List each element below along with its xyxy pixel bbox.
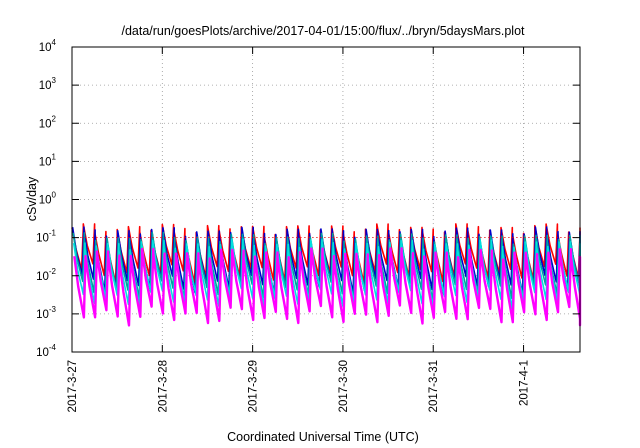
y-tick-label: 100	[39, 191, 57, 207]
x-tick-label: 2017-4-1	[519, 360, 531, 406]
y-tick-label: 102	[39, 114, 57, 130]
x-tick-label: 2017-3-30	[338, 360, 350, 412]
y-tick-label: 103	[39, 76, 57, 92]
x-tick-label: 2017-3-28	[157, 360, 169, 412]
y-tick-label: 10-1	[36, 229, 56, 245]
y-tick-label: 101	[39, 152, 57, 168]
series-lines	[71, 223, 582, 327]
x-tick-label: 2017-3-27	[67, 360, 79, 412]
y-tick-label: 10-4	[36, 343, 56, 359]
y-tick-label: 10-2	[36, 267, 56, 283]
series-line	[73, 247, 582, 327]
x-axis-label: Coordinated Universal Time (UTC)	[227, 430, 419, 444]
x-tick-label: 2017-3-29	[248, 360, 260, 412]
y-tick-label: 104	[39, 38, 57, 54]
grid-lines	[72, 47, 580, 352]
x-tick-label: 2017-3-31	[428, 360, 440, 412]
x-axis: 2017-3-27 2017-3-28 2017-3-29 2017-3-30 2017…	[67, 47, 531, 412]
chart-title: /data/run/goesPlots/archive/2017-04-01/1…	[121, 24, 525, 38]
y-tick-label: 10-3	[36, 305, 56, 321]
y-axis: 10-4 10-3 10-2 10-1 100 101 102 103 104	[36, 38, 580, 359]
y-axis-label: cSv/day	[25, 176, 39, 221]
